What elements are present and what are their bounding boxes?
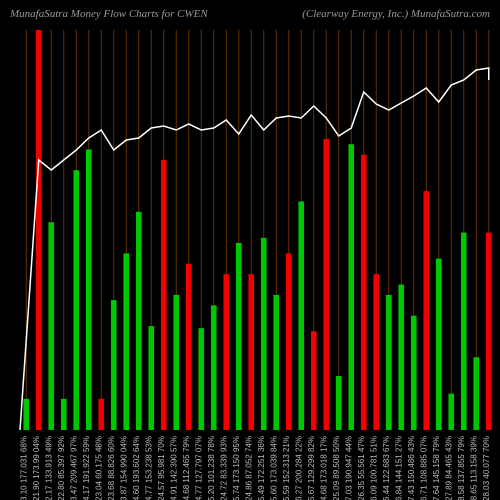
x-axis-label: 26.84 144.151 27%: [394, 436, 403, 500]
x-axis-label: 27.89 84.465 43%: [444, 436, 453, 500]
x-axis-label: 24.57 95.981 70%: [157, 436, 166, 500]
x-axis-label: 28.65 113.158 39%: [469, 436, 478, 500]
x-axis-label: 23.68 88.826 60%: [107, 436, 116, 500]
x-axis-label: 26.09 100.781 51%: [369, 436, 378, 500]
x-axis-label: 22.80 85.397 92%: [57, 436, 66, 500]
x-axis-label: 23.87 154.990 04%: [119, 436, 128, 500]
x-axis-label: 27.43 150.486 43%: [407, 436, 416, 500]
x-axis-label: 28.58 137.855 79%: [457, 436, 466, 500]
x-axis-label: 24.86 87.052 74%: [244, 436, 253, 500]
x-axis-label: 24.91 142.390 57%: [169, 436, 178, 500]
plot-area: 23.10 177.031 68% 21.90 173.99 04%22.17 1…: [0, 0, 500, 500]
x-axis-label: 25.67 129.299 82%: [307, 436, 316, 500]
x-axis-label: 23.10 177.031 68%: [19, 436, 28, 500]
x-axis-label: 23.04 60.175 48%: [94, 436, 103, 500]
x-axis-label: 24.68 112.465 79%: [182, 436, 191, 500]
x-axis-label: 24.77 127.797 07%: [194, 436, 203, 500]
x-axis-label: 24.17 191.922 59%: [82, 436, 91, 500]
x-axis-label: 25.60 173.039 84%: [269, 436, 278, 500]
x-axis-label: 21.90 173.99 04%: [32, 436, 41, 500]
x-axis-label: 23.47 209.467 97%: [69, 436, 78, 500]
x-axis-label: 25.49 172.251 36%: [257, 436, 266, 500]
money-flow-chart: MunafaSutra Money Flow Charts for CWEN (…: [0, 0, 500, 500]
x-axis-label: 24.60 193.602 64%: [132, 436, 141, 500]
x-axis-label: 26.35 55.561 47%: [357, 436, 366, 500]
x-axis-label: 24.68 173.018 17%: [319, 436, 328, 500]
x-axis-label: 25.74 173.150 95%: [232, 436, 241, 500]
x-axis-label: 24.77 153.238 53%: [144, 436, 153, 500]
x-axis-label: 22.17 133.913 49%: [44, 436, 53, 500]
x-axis-label: 27.64 145.158 79%: [432, 436, 441, 500]
x-axis-label: 25.20 101.238 78%: [207, 436, 216, 500]
x-axis-label: 27.03 190.947 44%: [344, 436, 353, 500]
x-axis-label: 26.27 200.284 22%: [294, 436, 303, 500]
x-axis-label: 26.71 108.885 07%: [419, 436, 428, 500]
x-axis-label: 25.59 152.313 21%: [282, 436, 291, 500]
x-axis-label: 26.44 122.683 67%: [382, 436, 391, 500]
x-axis-label: 28.03 40.077 70%: [482, 436, 491, 500]
x-axis-label: 24.72 83.339 93%: [219, 436, 228, 500]
x-axis-label: 25.09 89.508 50%: [332, 436, 341, 500]
